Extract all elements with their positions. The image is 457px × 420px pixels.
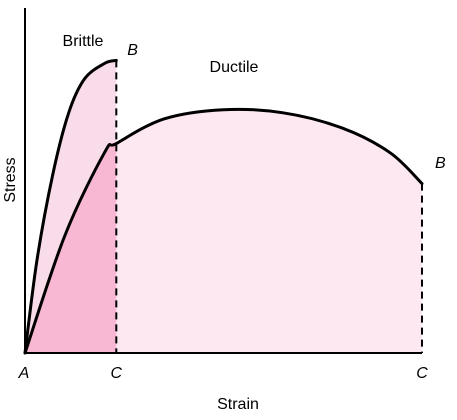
- point-label-c-brittle: C: [111, 365, 123, 382]
- point-label-c-ductile: C: [416, 365, 428, 382]
- point-label-a: A: [18, 365, 30, 382]
- brittle-curve: [23, 58, 118, 355]
- point-label-b-brittle: B: [127, 42, 138, 59]
- ductile-area: [25, 109, 422, 354]
- series-label-brittle: Brittle: [63, 33, 104, 50]
- y-axis-label: Stress: [2, 157, 19, 202]
- ductile-curve: [23, 107, 424, 355]
- overlap-area: [25, 142, 117, 353]
- point-label-b-ductile: B: [435, 155, 446, 172]
- series-label-ductile: Ductile: [210, 59, 259, 76]
- x-axis-label: Strain: [217, 396, 259, 413]
